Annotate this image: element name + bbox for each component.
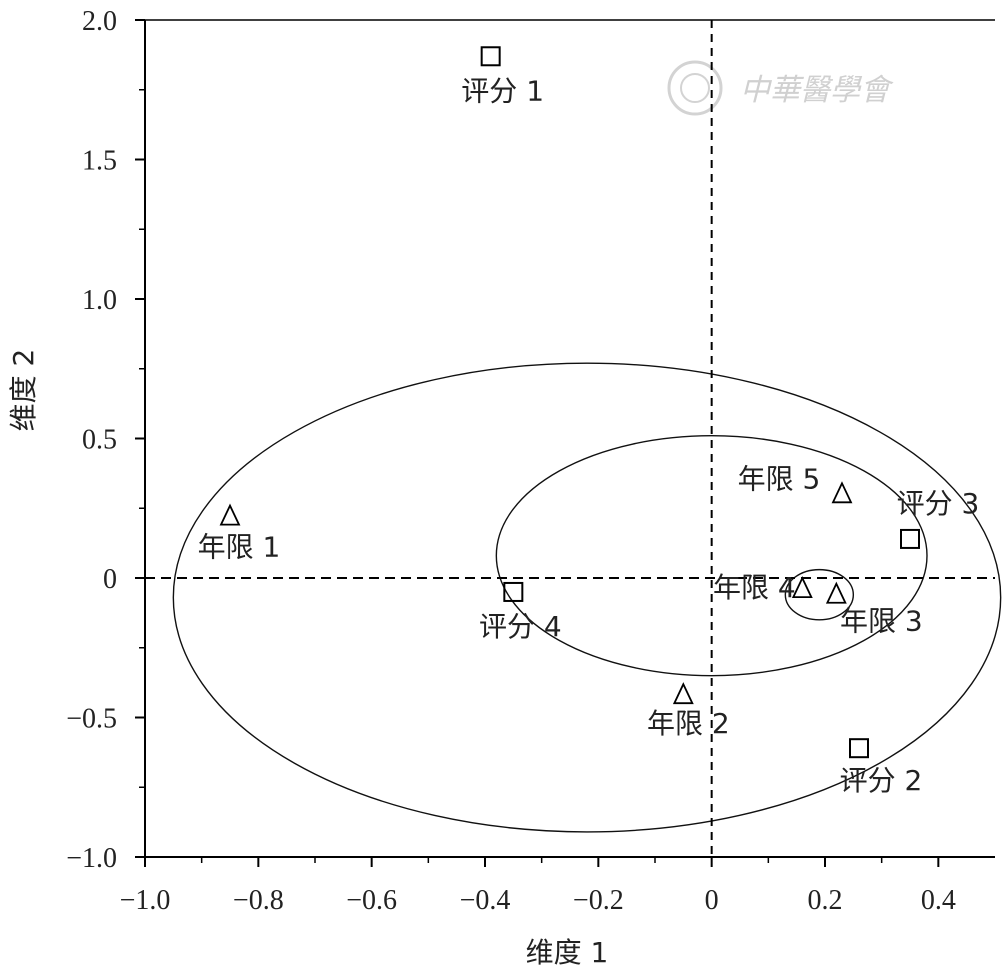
square-marker bbox=[849, 738, 869, 759]
point-label: 年限 5 bbox=[738, 462, 821, 495]
y-tick-label: 0.5 bbox=[82, 425, 117, 456]
triangle-marker bbox=[791, 576, 813, 599]
x-tick-label: 0 bbox=[705, 885, 719, 916]
point-label: 年限 3 bbox=[840, 605, 923, 638]
square-marker bbox=[503, 581, 524, 602]
axes: −1.0 −0.8 −0.6 −0.4 −0.2 0 0.2 0.4 2.0 1.5 1.0 0.5 0… bbox=[66, 6, 956, 916]
point-label: 评分 1 bbox=[461, 74, 544, 107]
x-tick-label: −0.6 bbox=[346, 885, 397, 916]
y-tick-label: 1.5 bbox=[82, 146, 117, 177]
triangle-marker bbox=[672, 682, 694, 705]
x-tick-label: −1.0 bbox=[120, 885, 171, 916]
point-label: 评分 3 bbox=[897, 487, 980, 520]
cluster-ellipse-3 bbox=[784, 568, 855, 621]
watermark-text: 中華醫學會 bbox=[740, 73, 894, 108]
reference-lines bbox=[145, 20, 995, 857]
y-tick-label: 2.0 bbox=[82, 6, 117, 37]
watermark: 中華醫學會 bbox=[667, 60, 894, 116]
x-axis-title: 维度 1 bbox=[526, 936, 609, 969]
square-marker bbox=[480, 46, 501, 67]
triangle-marker bbox=[219, 503, 241, 526]
society-seal-icon bbox=[667, 60, 723, 116]
y-tick-label: 1.0 bbox=[82, 285, 117, 316]
cluster-ellipse-1 bbox=[172, 362, 1002, 833]
x-tick-label: 0.2 bbox=[808, 885, 843, 916]
y-axis-title: 维度 2 bbox=[7, 349, 40, 432]
triangle-marker bbox=[825, 581, 847, 604]
point-label: 年限 2 bbox=[647, 707, 730, 740]
data-points: 评分 1 评分 2 评分 3 评分 4 年限 1 年限 2 年限 3 年限 4 年限 5 bbox=[198, 46, 980, 797]
society-seal-inner bbox=[680, 73, 710, 103]
x-tick-label: −0.4 bbox=[460, 885, 511, 916]
x-tick-label: 0.4 bbox=[921, 885, 956, 916]
point-label: 评分 4 bbox=[479, 610, 562, 643]
point-label: 年限 1 bbox=[198, 531, 281, 564]
y-tick-label: −0.5 bbox=[66, 704, 117, 735]
x-tick-label: −0.2 bbox=[573, 885, 624, 916]
point-label: 年限 4 bbox=[713, 571, 796, 604]
triangle-marker bbox=[831, 481, 853, 504]
y-tick-label: −1.0 bbox=[66, 843, 117, 874]
plot-frame bbox=[144, 19, 995, 858]
cluster-ellipse-2 bbox=[495, 435, 928, 677]
x-tick-label: −0.8 bbox=[233, 885, 284, 916]
y-tick-label: 0 bbox=[103, 564, 117, 595]
square-marker bbox=[900, 528, 920, 549]
point-label: 评分 2 bbox=[840, 764, 923, 797]
ellipses bbox=[172, 362, 1002, 833]
